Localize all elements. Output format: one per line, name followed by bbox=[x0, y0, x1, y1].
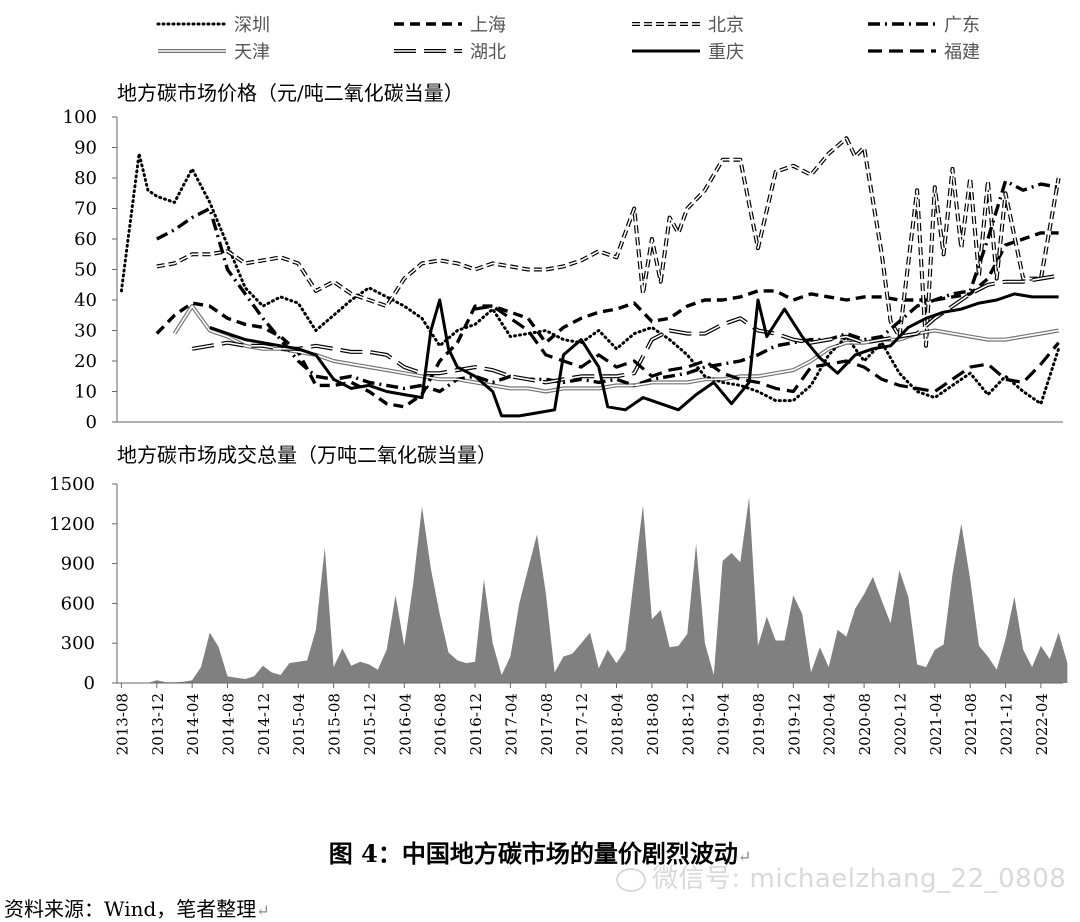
legend-item: 重庆 bbox=[632, 42, 744, 63]
wechat-icon bbox=[616, 867, 646, 892]
price-y-tick-label: 80 bbox=[74, 168, 97, 189]
x-tick-label: 2017-12 bbox=[573, 693, 591, 755]
legend-label: 重庆 bbox=[708, 42, 744, 63]
legend-item: 广东 bbox=[868, 15, 980, 36]
x-tick-label: 2018-08 bbox=[644, 693, 662, 755]
series-line-深圳-stroke bbox=[119, 152, 1061, 406]
series-line-上海 bbox=[155, 231, 1059, 409]
x-tick-label: 2020-04 bbox=[821, 693, 839, 755]
price-y-tick-label: 90 bbox=[74, 138, 97, 159]
price-y-tick-label: 100 bbox=[63, 107, 97, 128]
price-y-tick-label: 20 bbox=[74, 351, 97, 372]
volume-chart-title: 地方碳市场成交总量（万吨二氧化碳当量） bbox=[117, 443, 497, 467]
return-mark: ↵ bbox=[256, 901, 270, 920]
legend-label: 天津 bbox=[234, 42, 270, 63]
x-tick-label: 2021-12 bbox=[998, 693, 1016, 755]
x-tick-label: 2013-12 bbox=[149, 693, 167, 755]
price-chart-title: 地方碳市场价格（元/吨二氧化碳当量） bbox=[117, 81, 464, 105]
x-tick-label: 2014-12 bbox=[255, 693, 273, 755]
x-tick-label: 2013-08 bbox=[113, 693, 131, 755]
legend-item: 天津 bbox=[158, 42, 270, 63]
x-tick-label: 2021-04 bbox=[927, 693, 945, 755]
legend-item: 上海 bbox=[394, 15, 506, 36]
series-line-上海-stroke bbox=[155, 231, 1059, 409]
volume-y-tick-label: 900 bbox=[61, 554, 95, 575]
price-y-tick-label: 50 bbox=[74, 260, 97, 281]
price-line-chart: 地方碳市场价格（元/吨二氧化碳当量） 0 10 20 30 40 50 60 70 80 90 10… bbox=[63, 81, 1063, 433]
source-note: 资料来源：Wind，笔者整理↵ bbox=[4, 893, 270, 922]
volume-y-tick-label: 300 bbox=[61, 633, 95, 654]
volume-y-tick-label: 1500 bbox=[49, 474, 95, 495]
series-line-重庆 bbox=[209, 292, 1059, 418]
series-line-北京-stroke bbox=[156, 136, 1061, 348]
x-tick-label: 2017-08 bbox=[538, 693, 556, 755]
volume-area bbox=[121, 497, 1068, 683]
legend-item: 湖北 bbox=[394, 42, 506, 63]
x-tick-label: 2014-08 bbox=[220, 693, 238, 755]
legend-item: 北京 bbox=[632, 15, 744, 36]
volume-chart-axes: 0 300 600 900 1200 1500 2013-08 2013-12 2014-04 2… bbox=[49, 474, 1063, 755]
series-line-福建-stroke bbox=[474, 304, 1060, 394]
legend-label: 福建 bbox=[944, 42, 980, 63]
price-chart-axes: 0 10 20 30 40 50 60 70 80 90 100 bbox=[63, 107, 1063, 433]
legend-label: 北京 bbox=[708, 15, 744, 36]
x-tick-label: 2022-04 bbox=[1033, 693, 1051, 755]
x-tick-label: 2020-12 bbox=[891, 693, 909, 755]
series-line-福建 bbox=[474, 304, 1060, 394]
watermark: 微信号: michaelzhang_22_0808 bbox=[616, 858, 1066, 895]
x-tick-label: 2016-08 bbox=[432, 693, 450, 755]
legend-item: 福建 bbox=[868, 42, 980, 63]
x-tick-label: 2015-08 bbox=[326, 693, 344, 755]
series-line-北京-inner bbox=[156, 137, 1060, 347]
volume-chart-area bbox=[121, 497, 1068, 683]
series-line-重庆-stroke bbox=[209, 292, 1059, 418]
x-tick-label: 2019-12 bbox=[785, 693, 803, 755]
volume-y-tick-label: 600 bbox=[61, 593, 95, 614]
series-line-北京 bbox=[156, 136, 1061, 348]
figure-caption: 图 4：中国地方碳市场的量价剧烈波动↵ bbox=[0, 834, 1080, 869]
price-y-tick-label: 10 bbox=[74, 382, 97, 403]
price-y-tick-label: 30 bbox=[74, 321, 97, 342]
series-line-湖北 bbox=[191, 273, 1059, 385]
series-line-湖北-inner bbox=[191, 274, 1059, 384]
price-chart-series bbox=[119, 136, 1061, 418]
series-line-深圳 bbox=[119, 152, 1061, 406]
x-tick-label: 2018-04 bbox=[609, 693, 627, 755]
volume-area-chart: 地方碳市场成交总量（万吨二氧化碳当量） 0 300 600 900 1200 1500 20… bbox=[49, 443, 1068, 755]
price-y-tick-label: 0 bbox=[86, 412, 97, 433]
x-tick-label: 2016-04 bbox=[396, 693, 414, 755]
source-note-text: 资料来源：Wind，笔者整理 bbox=[4, 897, 257, 921]
x-tick-label: 2020-08 bbox=[856, 693, 874, 755]
price-y-tick-label: 70 bbox=[74, 199, 97, 220]
legend-label: 上海 bbox=[470, 15, 506, 36]
volume-y-tick-label: 0 bbox=[84, 673, 95, 694]
legend-item: 深圳 bbox=[156, 15, 270, 36]
volume-y-tick-label: 1200 bbox=[49, 514, 95, 535]
price-y-tick-label: 60 bbox=[74, 229, 97, 250]
legend-label: 广东 bbox=[944, 15, 980, 36]
price-y-tick-label: 40 bbox=[74, 290, 97, 311]
x-tick-label: 2017-04 bbox=[502, 693, 520, 755]
figure-caption-text: 图 4：中国地方碳市场的量价剧烈波动 bbox=[328, 839, 738, 868]
x-tick-label: 2018-12 bbox=[679, 693, 697, 755]
x-tick-label: 2019-04 bbox=[715, 693, 733, 755]
legend-label: 湖北 bbox=[470, 42, 506, 63]
return-mark: ↵ bbox=[737, 847, 752, 866]
watermark-text: 微信号: michaelzhang_22_0808 bbox=[652, 864, 1067, 894]
x-tick-label: 2021-08 bbox=[962, 693, 980, 755]
x-tick-label: 2019-08 bbox=[750, 693, 768, 755]
x-tick-label: 2016-12 bbox=[467, 693, 485, 755]
legend-label: 深圳 bbox=[234, 15, 270, 36]
x-tick-label: 2014-04 bbox=[184, 693, 202, 755]
x-tick-label: 2015-04 bbox=[290, 693, 308, 755]
x-tick-label: 2015-12 bbox=[361, 693, 379, 755]
